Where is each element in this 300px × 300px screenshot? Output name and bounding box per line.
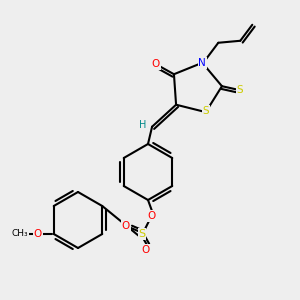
Text: N: N	[198, 58, 206, 68]
Text: S: S	[138, 229, 146, 239]
Text: H: H	[140, 120, 147, 130]
Text: S: S	[202, 106, 209, 116]
Text: CH₃: CH₃	[11, 230, 28, 238]
Text: O: O	[34, 229, 42, 239]
Text: O: O	[122, 221, 130, 231]
Text: O: O	[148, 211, 156, 221]
Text: O: O	[142, 245, 150, 255]
Text: O: O	[152, 59, 160, 69]
Text: S: S	[237, 85, 243, 95]
